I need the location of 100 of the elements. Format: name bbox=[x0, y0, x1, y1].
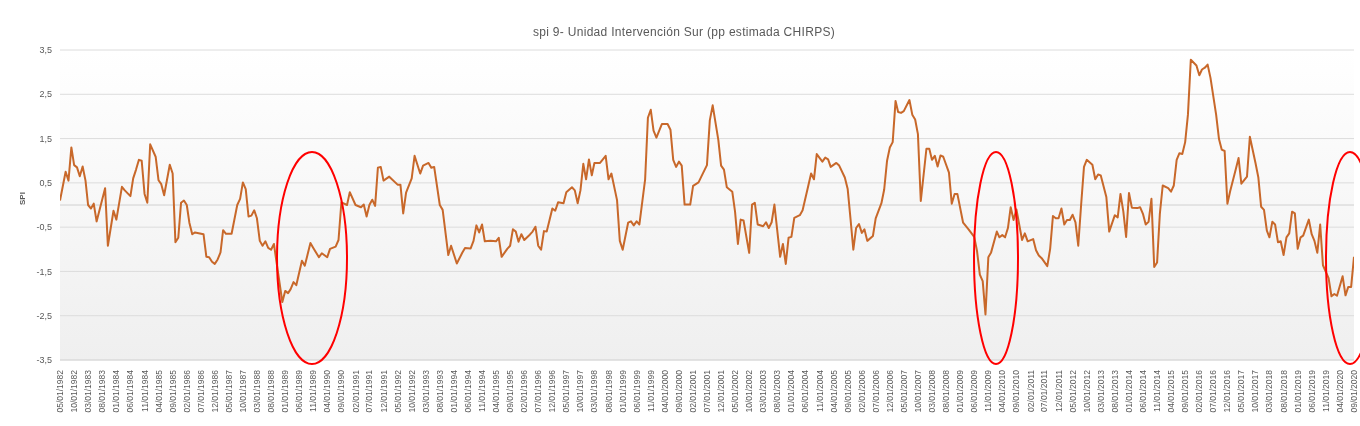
x-tick-label: 08/01/1993 bbox=[434, 369, 445, 413]
x-tick-label: 09/01/2020 bbox=[1349, 369, 1359, 413]
x-tick-label: 03/01/2003 bbox=[758, 369, 769, 413]
x-tick-label: 06/01/1984 bbox=[125, 369, 136, 413]
x-tick-label: 04/01/1985 bbox=[153, 369, 164, 413]
y-tick-label: -2,5 bbox=[36, 310, 52, 321]
x-tick-label: 06/01/2014 bbox=[1137, 369, 1148, 413]
x-tick-label: 01/01/2014 bbox=[1123, 369, 1134, 413]
x-tick-label: 09/01/2010 bbox=[1011, 369, 1022, 413]
x-tick-label: 05/01/2007 bbox=[898, 369, 909, 413]
x-tick-label: 11/01/2019 bbox=[1320, 369, 1331, 412]
x-tick-label: 08/01/1998 bbox=[603, 369, 614, 413]
x-tick-label: 08/01/2018 bbox=[1278, 369, 1289, 413]
x-tick-label: 09/01/2000 bbox=[673, 369, 684, 413]
x-tick-label: 10/01/2017 bbox=[1250, 369, 1261, 413]
x-tick-label: 11/01/1989 bbox=[308, 369, 319, 412]
x-tick-label: 05/01/2017 bbox=[1236, 369, 1247, 413]
x-tick-label: 09/01/2005 bbox=[842, 369, 853, 413]
x-tick-label: 01/01/1999 bbox=[617, 369, 628, 413]
x-tick-label: 02/01/1991 bbox=[350, 369, 361, 413]
x-tick-label: 03/01/2008 bbox=[926, 369, 937, 413]
x-tick-label: 10/01/1997 bbox=[575, 369, 586, 413]
x-tick-label: 02/01/2011 bbox=[1025, 369, 1036, 412]
x-tick-label: 05/01/1982 bbox=[55, 369, 65, 413]
x-tick-label: 12/01/1986 bbox=[209, 369, 220, 413]
x-tick-label: 06/01/1999 bbox=[631, 369, 642, 413]
x-tick-label: 10/01/1992 bbox=[406, 369, 417, 413]
x-tick-label: 10/01/2002 bbox=[744, 369, 755, 413]
x-tick-label: 07/01/1996 bbox=[533, 369, 544, 413]
x-tick-label: 03/01/2013 bbox=[1095, 369, 1106, 413]
y-axis-title: SPI bbox=[17, 192, 27, 205]
x-tick-label: 02/01/2006 bbox=[856, 369, 867, 413]
x-tick-label: 06/01/1989 bbox=[294, 369, 305, 413]
y-tick-label: 0,5 bbox=[39, 178, 52, 189]
x-tick-label: 03/01/1998 bbox=[589, 369, 600, 413]
x-tick-label: 05/01/2012 bbox=[1067, 369, 1078, 413]
x-tick-label: 07/01/1986 bbox=[195, 369, 206, 413]
y-tick-label: -0,5 bbox=[36, 222, 52, 233]
x-tick-label: 10/01/1982 bbox=[69, 369, 80, 413]
x-tick-label: 08/01/1983 bbox=[97, 369, 108, 413]
x-tick-label: 04/01/1995 bbox=[490, 369, 501, 413]
x-tick-label: 12/01/2016 bbox=[1222, 369, 1233, 413]
x-tick-label: 11/01/2009 bbox=[983, 369, 994, 412]
x-tick-label: 12/01/2001 bbox=[716, 369, 727, 413]
x-tick-label: 01/01/1994 bbox=[448, 369, 459, 413]
x-tick-label: 04/01/2020 bbox=[1334, 369, 1345, 413]
x-tick-label: 01/01/1984 bbox=[111, 369, 122, 413]
x-tick-label: 04/01/1990 bbox=[322, 369, 333, 413]
y-tick-label: -3,5 bbox=[36, 355, 52, 366]
x-tick-label: 09/01/2015 bbox=[1180, 369, 1191, 413]
x-tick-label: 09/01/1995 bbox=[505, 369, 516, 413]
x-tick-label: 03/01/1988 bbox=[251, 369, 262, 413]
x-tick-label: 11/01/2004 bbox=[814, 369, 825, 412]
x-tick-label: 03/01/1993 bbox=[420, 369, 431, 413]
x-tick-label: 10/01/2012 bbox=[1081, 369, 1092, 413]
x-tick-label: 05/01/1987 bbox=[223, 369, 234, 413]
x-tick-label: 07/01/2011 bbox=[1039, 369, 1050, 412]
x-tick-label: 02/01/2001 bbox=[688, 369, 699, 413]
x-tick-label: 01/01/2009 bbox=[955, 369, 966, 413]
y-tick-label: 2,5 bbox=[39, 89, 52, 100]
x-tick-label: 01/01/1989 bbox=[280, 369, 291, 413]
x-tick-label: 11/01/2014 bbox=[1152, 369, 1163, 412]
x-tick-label: 04/01/2005 bbox=[828, 369, 839, 413]
x-tick-label: 08/01/2008 bbox=[941, 369, 952, 413]
x-tick-label: 06/01/2019 bbox=[1306, 369, 1317, 413]
x-tick-label: 12/01/1996 bbox=[547, 369, 558, 413]
x-tick-label: 12/01/1991 bbox=[378, 369, 389, 413]
x-tick-label: 07/01/2016 bbox=[1208, 369, 1219, 413]
x-tick-label: 11/01/1999 bbox=[645, 369, 656, 412]
y-tick-label: 3,5 bbox=[39, 45, 52, 56]
x-tick-label: 08/01/2013 bbox=[1109, 369, 1120, 413]
x-tick-label: 04/01/2015 bbox=[1166, 369, 1177, 413]
x-tick-label: 03/01/2018 bbox=[1264, 369, 1275, 413]
chart-title: spi 9- Unidad Intervención Sur (pp estimada CHIRPS) bbox=[531, 25, 837, 39]
x-tick-label: 09/01/1985 bbox=[167, 369, 178, 413]
x-tick-label: 08/01/1988 bbox=[266, 369, 277, 413]
x-tick-label: 02/01/1986 bbox=[181, 369, 192, 413]
x-tick-label: 12/01/2011 bbox=[1053, 369, 1064, 412]
x-tick-label: 01/01/2019 bbox=[1292, 369, 1303, 413]
line-series bbox=[60, 58, 1354, 316]
x-tick-label: 12/01/2006 bbox=[884, 369, 895, 413]
x-tick-label: 02/01/2016 bbox=[1194, 369, 1205, 413]
y-tick-label: 1,5 bbox=[39, 133, 52, 144]
x-tick-label: 07/01/2001 bbox=[701, 369, 712, 413]
x-tick-label: 05/01/1997 bbox=[561, 369, 572, 413]
x-tick-label: 04/01/2010 bbox=[997, 369, 1008, 413]
x-tick-label: 05/01/1992 bbox=[392, 369, 403, 413]
x-tick-label: 10/01/1987 bbox=[237, 369, 248, 413]
x-tick-label: 06/01/1994 bbox=[462, 369, 473, 413]
x-tick-label: 06/01/2009 bbox=[969, 369, 980, 413]
x-tick-label: 10/01/2007 bbox=[912, 369, 923, 413]
x-tick-label: 09/01/1990 bbox=[336, 369, 347, 413]
x-tick-label: 11/01/1994 bbox=[477, 369, 488, 412]
x-tick-label: 03/01/1983 bbox=[83, 369, 94, 413]
x-tick-label: 06/01/2004 bbox=[800, 369, 811, 413]
x-tick-label: 01/01/2004 bbox=[786, 369, 797, 413]
x-tick-label: 07/01/1991 bbox=[364, 369, 375, 413]
x-tick-label: 08/01/2003 bbox=[772, 369, 783, 413]
x-tick-label: 07/01/2006 bbox=[870, 369, 881, 413]
x-tick-label: 11/01/1984 bbox=[139, 369, 150, 412]
